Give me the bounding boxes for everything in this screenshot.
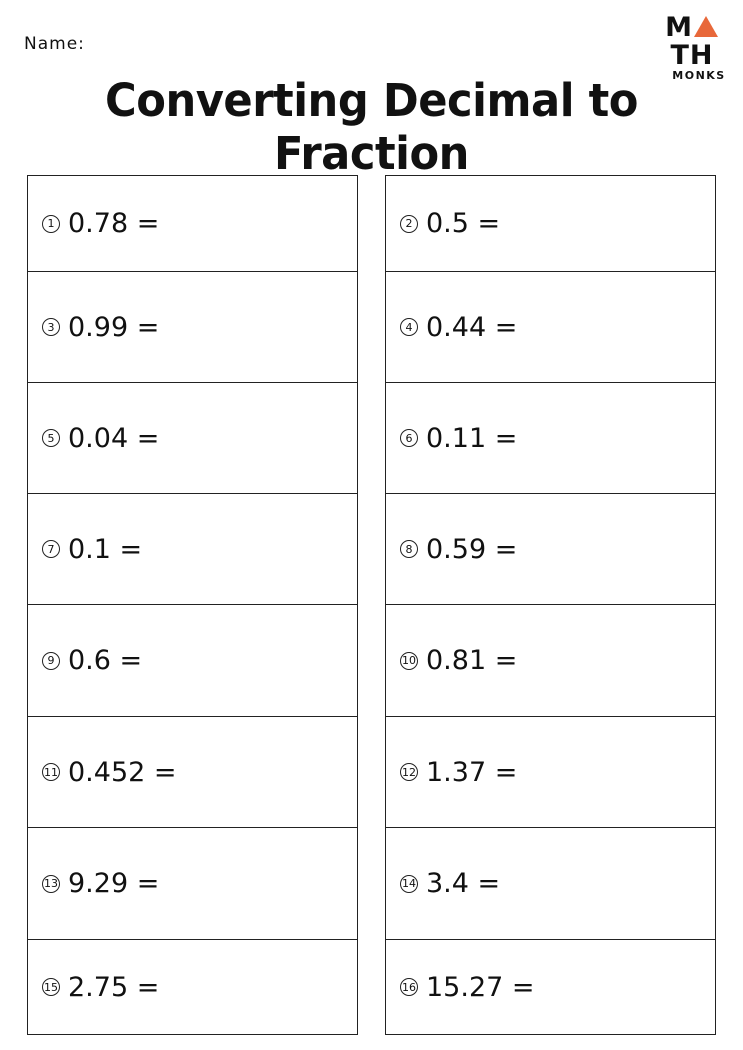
problem-cell: 1 0.78 = [28, 176, 357, 272]
problem-text: 0.78 = [68, 208, 160, 239]
problem-text: 0.99 = [68, 311, 160, 343]
name-label: Name: [24, 34, 85, 54]
problem-cell: 9 0.6 = [28, 605, 357, 717]
logo-text: M [665, 12, 693, 43]
problem-cell: 6 0.11 = [386, 383, 715, 494]
problem-number: 6 [400, 429, 418, 447]
problem-text: 0.44 = [426, 311, 518, 343]
problem-cell: 16 15.27 = [386, 940, 715, 1034]
problem-text: 0.452 = [68, 756, 177, 788]
problem-number: 10 [400, 651, 418, 670]
problem-text: 9.29 = [68, 868, 160, 899]
problem-number: 13 [42, 874, 60, 893]
problem-number: 5 [42, 429, 60, 447]
problem-number: 14 [400, 874, 418, 893]
math-monks-logo: MTH MONKS [652, 12, 732, 83]
problem-text: 0.04 = [68, 422, 160, 454]
problem-number: 12 [400, 763, 418, 781]
logo-text: TH [670, 40, 714, 71]
problem-cell: 8 0.59 = [386, 494, 715, 605]
problem-text: 0.59 = [426, 533, 518, 565]
problem-number: 15 [42, 978, 60, 996]
problem-text: 3.4 = [426, 868, 501, 899]
logo-subtext: MONKS [672, 69, 726, 82]
problem-text: 2.75 = [68, 971, 160, 1003]
problem-cell: 7 0.1 = [28, 494, 357, 605]
right-column: 2 0.5 = 4 0.44 = 6 0.11 = 8 0.59 = 10 0.81 = 12 1.3… [385, 175, 716, 1035]
problem-text: 0.6 = [68, 645, 143, 676]
problem-text: 0.11 = [426, 422, 518, 454]
problem-cell: 5 0.04 = [28, 383, 357, 494]
problem-number: 2 [400, 214, 418, 233]
problem-number: 3 [42, 318, 60, 336]
problem-cell: 15 2.75 = [28, 940, 357, 1034]
problem-number: 9 [42, 651, 60, 670]
problem-text: 0.81 = [426, 645, 518, 676]
problem-number: 11 [42, 763, 60, 781]
problem-number: 16 [400, 978, 418, 996]
problem-text: 15.27 = [426, 971, 535, 1003]
left-column: 1 0.78 = 3 0.99 = 5 0.04 = 7 0.1 = 9 0.6 = 11 0.452… [27, 175, 358, 1035]
problem-cell: 3 0.99 = [28, 272, 357, 383]
problem-cell: 2 0.5 = [386, 176, 715, 272]
triangle-icon [693, 16, 718, 37]
problem-cell: 13 9.29 = [28, 828, 357, 940]
problem-number: 8 [400, 540, 418, 558]
problem-number: 1 [42, 214, 60, 233]
problem-cell: 12 1.37 = [386, 717, 715, 828]
problem-number: 7 [42, 540, 60, 558]
problem-cell: 14 3.4 = [386, 828, 715, 940]
page-title: Converting Decimal to Fraction [105, 74, 638, 180]
problem-number: 4 [400, 318, 418, 336]
problem-text: 0.1 = [68, 533, 143, 565]
problem-cell: 11 0.452 = [28, 717, 357, 828]
problem-text: 0.5 = [426, 208, 501, 239]
problem-cell: 10 0.81 = [386, 605, 715, 717]
problem-cell: 4 0.44 = [386, 272, 715, 383]
problem-text: 1.37 = [426, 756, 518, 788]
